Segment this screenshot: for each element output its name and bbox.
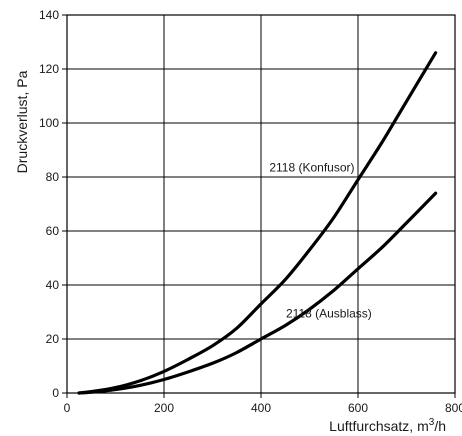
y-tick-label: 60 bbox=[46, 224, 60, 238]
y-tick-label: 120 bbox=[39, 62, 59, 76]
y-tick-label: 20 bbox=[46, 332, 60, 346]
x-axis-title: Luftfurchsatz, m3/h bbox=[329, 417, 446, 434]
x-tick-label: 800 bbox=[445, 401, 462, 415]
x-axis-title-superscript: 3 bbox=[429, 417, 435, 428]
y-axis-ticks: 0 20 40 60 80 100 120 140 bbox=[39, 8, 67, 400]
x-tick-label: 0 bbox=[64, 401, 71, 415]
series-line-konfusor bbox=[77, 51, 438, 395]
annotations: 2118 (Konfusor) 2118 (Ausblass) bbox=[269, 161, 371, 321]
grid bbox=[67, 15, 455, 393]
x-tick-label: 400 bbox=[251, 401, 271, 415]
y-tick-label: 80 bbox=[46, 170, 60, 184]
x-axis-title-tail: /h bbox=[434, 418, 446, 434]
y-tick-label: 140 bbox=[39, 8, 59, 22]
y-tick-label: 0 bbox=[52, 386, 59, 400]
series-layer bbox=[77, 51, 438, 395]
x-tick-label: 200 bbox=[154, 401, 174, 415]
series-annotation: 2118 (Konfusor) bbox=[269, 161, 354, 175]
y-axis-title: Druckverlust, Pa bbox=[14, 70, 30, 173]
x-tick-label: 600 bbox=[348, 401, 368, 415]
y-tick-label: 100 bbox=[39, 116, 59, 130]
y-tick-label: 40 bbox=[46, 278, 60, 292]
x-axis-ticks: 0 200 400 600 800 bbox=[64, 393, 462, 415]
x-axis-title-main: Luftfurchsatz, m bbox=[329, 418, 429, 434]
series-line-ausblass bbox=[77, 191, 438, 395]
series-annotation: 2118 (Ausblass) bbox=[286, 306, 372, 320]
